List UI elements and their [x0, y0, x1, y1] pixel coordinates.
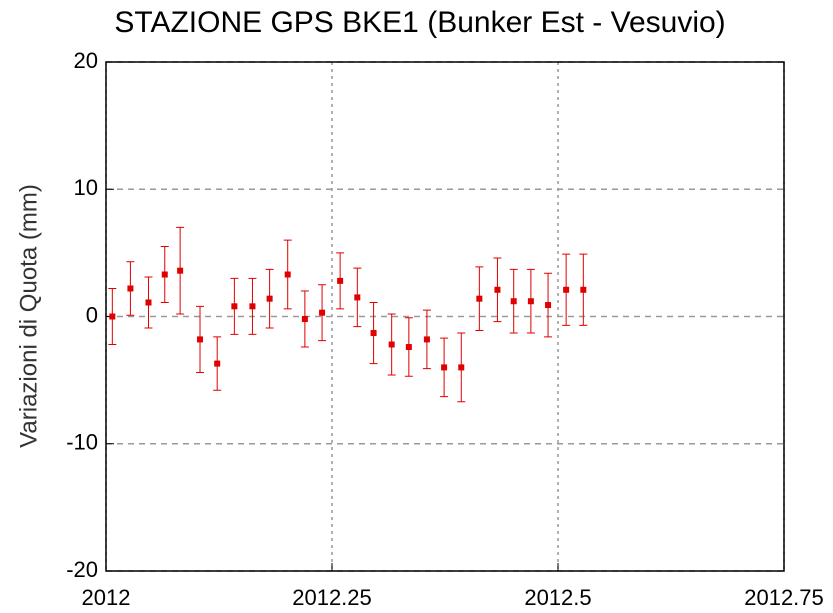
data-point [249, 303, 256, 310]
data-point [476, 295, 483, 302]
plot-frame [105, 61, 785, 572]
x-tick-label: 2012 [82, 585, 131, 610]
x-tick-label: 2012.5 [524, 585, 591, 610]
chart-title: STAZIONE GPS BKE1 (Bunker Est - Vesuvio) [114, 6, 725, 39]
data-point [545, 302, 552, 309]
x-tick-label: 2012.75 [744, 585, 824, 610]
y-tick-label: 20 [74, 48, 98, 73]
data-point [563, 286, 570, 293]
data-point [319, 309, 326, 316]
data-point [214, 360, 221, 367]
data-point [337, 277, 344, 284]
data-point [145, 299, 152, 306]
data-point [441, 364, 448, 371]
data-point [109, 313, 116, 320]
data-point [301, 316, 308, 323]
data-point [284, 271, 291, 278]
y-tick-label: -20 [66, 557, 98, 582]
data-point [127, 285, 134, 292]
y-tick-label: 0 [86, 302, 98, 327]
data-point [510, 298, 517, 305]
data-point [494, 286, 501, 293]
data-point [354, 294, 361, 301]
data-point [458, 364, 465, 371]
data-point [527, 298, 534, 305]
data-point [370, 330, 377, 337]
data-point [266, 295, 273, 302]
y-tick-label: 10 [74, 175, 98, 200]
data-point [580, 286, 587, 293]
data-point [161, 271, 168, 278]
y-axis-label: Variazioni di Quota (mm) [15, 184, 42, 448]
data-point [405, 344, 412, 351]
data-point [197, 336, 204, 343]
data-point [177, 267, 184, 274]
y-tick-label: -10 [66, 430, 98, 455]
data-point [388, 341, 395, 348]
data-point [423, 336, 430, 343]
data-point [231, 303, 238, 310]
x-tick-label: 2012.25 [292, 585, 372, 610]
